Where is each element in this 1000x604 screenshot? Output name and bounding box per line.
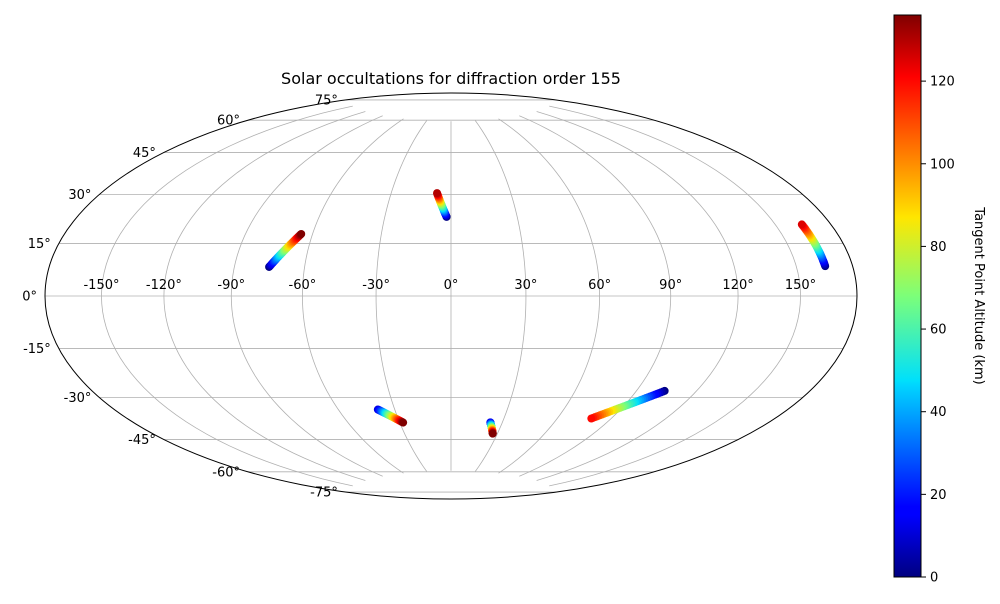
latitude-tick-label: 60° — [217, 114, 240, 129]
longitude-tick-label: 0° — [444, 278, 459, 293]
longitude-tick-labels: -150° -120° -90° -60° -30° 0° 30° 60° 90° 120° 150… — [83, 278, 816, 293]
colorbar-tick-label: 60 — [930, 323, 947, 338]
occultation-track — [797, 220, 830, 271]
occultation-track — [587, 386, 669, 423]
latitude-tick-label: 45° — [133, 146, 156, 161]
colorbar-gradient — [893, 14, 922, 578]
occultation-tracks — [265, 189, 830, 438]
longitude-gridline — [475, 120, 527, 472]
longitude-gridline — [101, 105, 353, 487]
longitude-gridline — [549, 105, 801, 487]
occultation-track — [373, 405, 408, 427]
occultation-track — [265, 229, 306, 271]
latitude-tick-label: -30° — [64, 391, 92, 406]
longitude-tick-label: -30° — [362, 278, 390, 293]
colorbar-tick-label: 100 — [930, 157, 955, 172]
track-point — [297, 229, 306, 238]
longitude-tick-label: -120° — [146, 278, 182, 293]
track-point — [587, 414, 596, 423]
latitude-tick-label: -15° — [23, 342, 51, 357]
latitude-tick-label: -45° — [128, 433, 156, 448]
track-point — [399, 418, 408, 427]
occultation-track — [486, 418, 497, 438]
latitude-tick-label: -60° — [212, 465, 240, 480]
track-point — [433, 189, 442, 198]
gridlines — [45, 99, 857, 493]
occultation-track — [433, 189, 451, 221]
longitude-tick-label: 60° — [588, 278, 611, 293]
colorbar-tick-label: 40 — [930, 405, 947, 420]
latitude-tick-label: 75° — [315, 93, 338, 108]
colorbar-tick-label: 80 — [930, 240, 947, 255]
colorbar-label: Tangent Point Altitude (km) — [971, 206, 986, 384]
longitude-gridline — [301, 118, 404, 474]
longitude-tick-label: 150° — [785, 278, 816, 293]
track-point — [797, 220, 806, 229]
chart-title: Solar occultations for diffraction order… — [281, 69, 621, 88]
latitude-tick-labels: 75° 60° 45° 30° 15° 0° -15° -30° -45° -60° -75° — [22, 93, 338, 500]
longitude-gridline — [163, 111, 366, 481]
latitude-tick-label: 15° — [28, 237, 51, 252]
longitude-tick-label: 120° — [722, 278, 753, 293]
latitude-tick-label: 0° — [22, 290, 37, 305]
longitude-tick-label: 90° — [659, 278, 682, 293]
colorbar-tick-label: 0 — [930, 571, 938, 586]
longitude-gridline — [519, 115, 672, 477]
track-point — [488, 429, 497, 438]
colorbar-tick-label: 120 — [930, 75, 955, 90]
colorbar: 0 20 40 60 80 100 120 Tangent Point Altitude (… — [893, 14, 986, 586]
longitude-tick-label: 30° — [514, 278, 537, 293]
longitude-tick-label: -90° — [217, 278, 245, 293]
latitude-tick-label: 30° — [68, 188, 91, 203]
map-outline — [44, 92, 858, 500]
colorbar-ticks: 0 20 40 60 80 100 120 — [921, 75, 955, 586]
latitude-tick-label: -75° — [310, 486, 338, 501]
longitude-tick-label: -150° — [83, 278, 119, 293]
longitude-gridline — [230, 115, 383, 477]
colorbar-tick-label: 20 — [930, 488, 947, 503]
longitude-tick-label: -60° — [289, 278, 317, 293]
longitude-gridline — [536, 111, 739, 481]
longitude-gridline — [498, 118, 601, 474]
